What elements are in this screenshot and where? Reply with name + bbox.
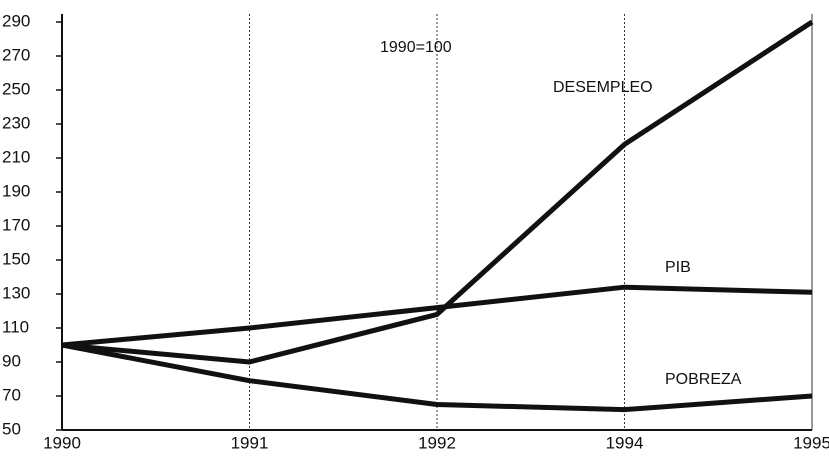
series-label: DESEMPLEO — [553, 79, 653, 96]
y-tick-label: 90 — [2, 351, 21, 370]
series-label: PIB — [665, 259, 691, 276]
y-tick-label: 110 — [2, 317, 29, 336]
x-tick-label: 1990 — [43, 433, 81, 452]
x-tick-label: 1992 — [418, 433, 456, 452]
y-tick-label: 210 — [2, 147, 30, 166]
series-line — [61, 342, 813, 413]
y-tick-label: 250 — [2, 79, 30, 98]
y-tick-label: 70 — [2, 385, 21, 404]
y-tick-label: 190 — [2, 181, 30, 200]
y-tick-label: 50 — [2, 419, 21, 438]
series-line — [61, 284, 813, 348]
series-label: POBREZA — [665, 371, 742, 388]
y-tick-label: 290 — [2, 11, 30, 30]
y-tick-label: 270 — [2, 45, 30, 64]
y-tick-label: 130 — [2, 283, 30, 302]
annotation: 1990=100 — [380, 39, 452, 56]
y-tick-label: 170 — [2, 215, 30, 234]
x-tick-label: 1995 — [793, 433, 829, 452]
series-line — [61, 19, 814, 365]
x-tick-label: 1991 — [231, 433, 269, 452]
x-tick-label: 1994 — [606, 433, 644, 452]
y-tick-label: 230 — [2, 113, 30, 132]
y-tick-label: 150 — [2, 249, 30, 268]
